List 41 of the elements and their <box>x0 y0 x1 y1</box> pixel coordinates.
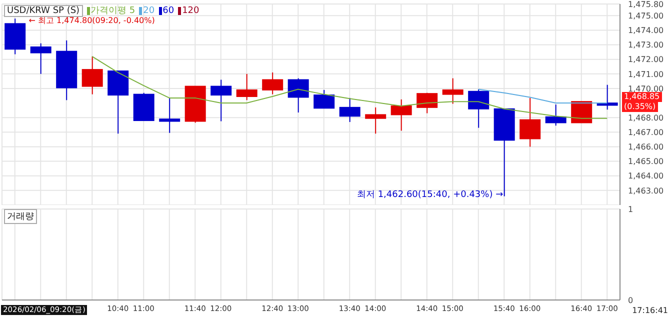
candlestick <box>236 73 258 101</box>
candlestick <box>468 88 490 128</box>
candlestick <box>30 42 52 74</box>
y-tick-label: 1,468.00 <box>628 113 664 122</box>
candlestick <box>210 79 232 122</box>
y-tick-label: 1,475.80 <box>628 0 664 9</box>
y-tick-label: 1,463.00 <box>628 186 664 196</box>
y-tick-label: 1,474.00 <box>628 26 664 36</box>
y-tick-label: 1,466.00 <box>628 142 664 152</box>
y-tick-label: 1,470.00 <box>628 84 664 94</box>
y-tick-label: 1,464.00 <box>628 172 664 181</box>
candlestick <box>390 98 412 132</box>
text: 17:16:41 <box>632 306 668 315</box>
text: (0.35%) <box>622 102 658 112</box>
candlestick <box>520 97 541 148</box>
y-tick-label: 1,471.00 <box>628 70 664 79</box>
y-tick-label: 1,465.00 <box>628 157 664 166</box>
candlestick <box>82 56 103 95</box>
chart-title: USD/KRW SP (S) <box>4 4 83 16</box>
y-tick-label: 1,475.00 <box>628 11 664 20</box>
candlestick <box>442 78 464 104</box>
candlestick <box>314 89 335 109</box>
chart-title: 거래량 <box>4 209 37 224</box>
y-tick-label: 1 <box>628 204 634 214</box>
y-tick-label: 1,473.00 <box>628 40 664 50</box>
candlestick <box>262 72 284 95</box>
candlestick <box>339 97 360 122</box>
candlestick <box>545 104 566 126</box>
legend-label: 가격이평 5 <box>90 5 136 16</box>
legend-label: 20 <box>142 6 155 16</box>
y-tick-label: 1,467.00 <box>628 128 664 138</box>
y-tick-label: 1,472.00 <box>628 55 664 64</box>
text: 1,468.85 <box>622 92 662 102</box>
candlestick <box>365 106 386 134</box>
annotation: ← 최고 1,474.80(09:20, -0.40%) <box>28 16 155 26</box>
legend-label: 120 <box>181 6 200 16</box>
y-tick-label: 0 <box>628 296 634 305</box>
annotation: 최저 1,462.60(15:40, +0.43%) → <box>356 189 504 202</box>
legend-label: 60 <box>162 6 174 16</box>
candlestick <box>159 97 180 134</box>
candlestick <box>288 78 309 114</box>
